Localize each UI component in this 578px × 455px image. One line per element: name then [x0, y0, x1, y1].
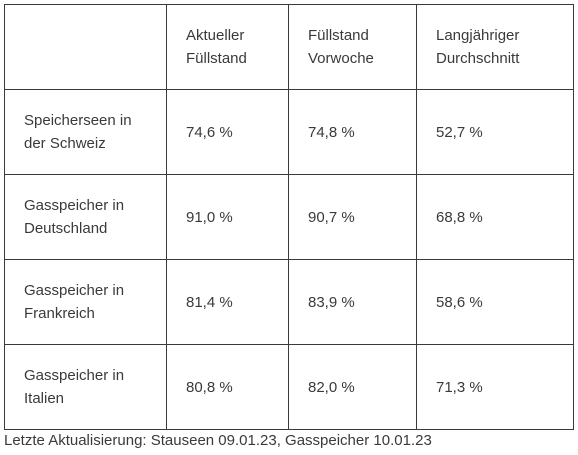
long-term-average-value: 52,7 %: [416, 89, 574, 175]
header-previous-week: Füllstand Vorwoche: [288, 4, 417, 90]
header-long-term-average: Langjähriger Durchschnitt: [416, 4, 574, 90]
table-row: Speicherseen in der Schweiz 74,6 % 74,8 …: [4, 89, 574, 175]
row-label: Gasspeicher in Deutschland: [4, 174, 167, 260]
storage-levels-table: Aktueller Füllstand Füllstand Vorwoche L…: [4, 4, 574, 430]
table-row: Gasspeicher in Deutschland 91,0 % 90,7 %…: [4, 174, 574, 260]
table-row: Gasspeicher in Italien 80,8 % 82,0 % 71,…: [4, 344, 574, 430]
previous-week-value: 74,8 %: [288, 89, 417, 175]
current-level-value: 81,4 %: [166, 259, 289, 345]
row-label: Gasspeicher in Italien: [4, 344, 167, 430]
current-level-value: 91,0 %: [166, 174, 289, 260]
header-empty-cell: [4, 4, 167, 90]
current-level-value: 74,6 %: [166, 89, 289, 175]
header-current-level: Aktueller Füllstand: [166, 4, 289, 90]
previous-week-value: 83,9 %: [288, 259, 417, 345]
last-updated-note: Letzte Aktualisierung: Stauseen 09.01.23…: [4, 432, 432, 449]
previous-week-value: 90,7 %: [288, 174, 417, 260]
table-row: Gasspeicher in Frankreich 81,4 % 83,9 % …: [4, 259, 574, 345]
table-header-row: Aktueller Füllstand Füllstand Vorwoche L…: [4, 4, 574, 90]
previous-week-value: 82,0 %: [288, 344, 417, 430]
row-label: Gasspeicher in Frankreich: [4, 259, 167, 345]
long-term-average-value: 68,8 %: [416, 174, 574, 260]
row-label: Speicherseen in der Schweiz: [4, 89, 167, 175]
long-term-average-value: 58,6 %: [416, 259, 574, 345]
long-term-average-value: 71,3 %: [416, 344, 574, 430]
current-level-value: 80,8 %: [166, 344, 289, 430]
